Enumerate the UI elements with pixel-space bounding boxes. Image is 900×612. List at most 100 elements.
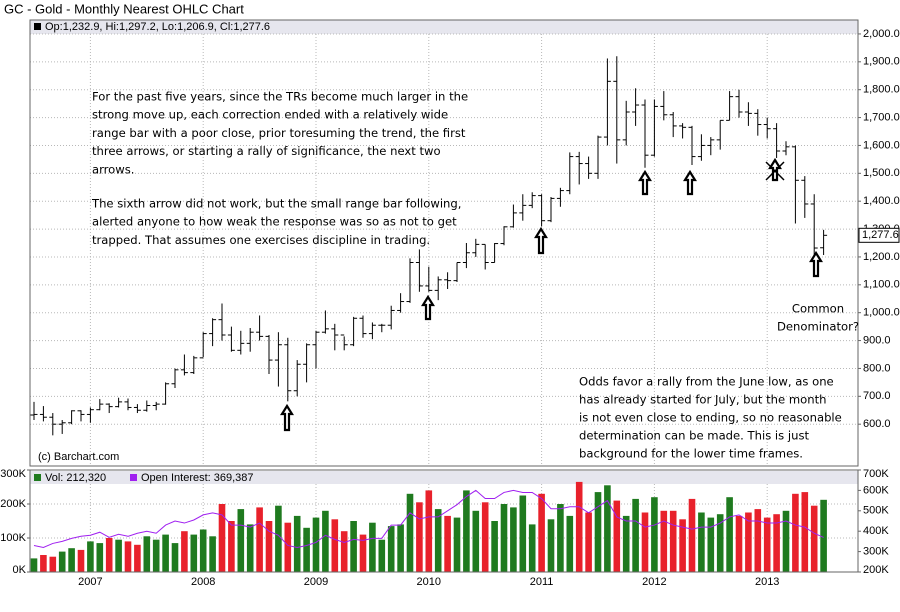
volume-bar xyxy=(246,524,254,572)
annotation: For the past five years, since the TRs b… xyxy=(92,90,468,104)
legend-text: Vol: 212,320 xyxy=(45,472,106,484)
volume-bar xyxy=(105,538,113,572)
volume-bar xyxy=(143,536,151,572)
volume-bar xyxy=(96,543,104,572)
y2-tick-label: 700K xyxy=(863,468,889,480)
volume-bar xyxy=(500,504,508,572)
x-tick-label: 2007 xyxy=(78,576,102,588)
volume-bar xyxy=(40,555,47,572)
volume-bar xyxy=(152,539,160,572)
volume-bar xyxy=(491,521,498,572)
x-tick-label: 2011 xyxy=(530,576,554,588)
last-price-box xyxy=(858,227,900,243)
volume-bar xyxy=(303,527,310,572)
y-tick-label: 1,700.0 xyxy=(863,111,900,123)
y-tick-label: 600.0 xyxy=(863,418,891,430)
volume-bar xyxy=(124,541,132,572)
volume-bar xyxy=(49,556,57,572)
volume-bar xyxy=(745,512,752,572)
annotation: range bar with a poor close, prior tores… xyxy=(92,126,466,140)
chart-title: GC - Gold - Monthly Nearest OHLC Chart xyxy=(4,1,244,16)
x-tick-label: 2012 xyxy=(642,576,666,588)
volume-bar xyxy=(58,551,66,572)
volume-bar xyxy=(726,497,733,572)
volume-bar xyxy=(735,515,743,572)
volume-bar xyxy=(754,509,762,572)
x-tick-label: 2009 xyxy=(304,576,328,588)
volume-bar xyxy=(322,510,329,572)
volume-bar xyxy=(397,524,404,572)
volume-bar xyxy=(369,522,376,572)
annotation: alerted anyone to how weak the response … xyxy=(92,215,457,229)
volume-bar xyxy=(134,544,141,572)
volume-bar xyxy=(669,510,677,572)
annotation: strong move up, each correction ended wi… xyxy=(92,108,448,122)
volume-bar xyxy=(115,539,122,572)
volume-bar xyxy=(773,514,780,572)
volume-bar xyxy=(510,507,517,572)
volume-bar xyxy=(528,524,536,572)
last-price-label: 1,277.6 xyxy=(862,229,899,241)
cross xyxy=(765,161,785,181)
y-tick-label: 1,400.0 xyxy=(863,195,900,207)
y2-tick-label: 600K xyxy=(863,484,889,496)
volume-bar xyxy=(782,510,790,572)
volume-bar xyxy=(575,481,583,572)
volume-bar xyxy=(406,493,414,572)
x-tick-label: 2013 xyxy=(755,576,779,588)
volume-bar xyxy=(87,541,94,572)
annotation: arrows. xyxy=(92,162,134,176)
y-tick-label: 1,200.0 xyxy=(863,251,900,263)
volume-bar xyxy=(557,504,564,572)
volume-bar xyxy=(77,549,85,572)
y-tick-label: 800.0 xyxy=(863,362,891,374)
volume-bar xyxy=(463,490,470,572)
y-tick-label: 1,000.0 xyxy=(863,307,900,319)
volume-bar xyxy=(538,493,545,572)
volume-bar xyxy=(237,509,245,572)
volume-bar xyxy=(331,519,339,572)
open-interest-line xyxy=(33,489,824,549)
y-tick-label: 1,800.0 xyxy=(863,84,900,96)
volume-bar xyxy=(312,517,320,572)
volume-bar xyxy=(256,507,263,572)
volume-bar xyxy=(378,539,386,572)
y-tick-label: 1,500.0 xyxy=(863,167,900,179)
volume-bar xyxy=(651,497,658,572)
volume-bar xyxy=(585,512,592,572)
y-tick-label: 0K xyxy=(13,564,27,576)
volume-bar xyxy=(613,500,621,572)
volume-bar xyxy=(434,509,442,572)
volume-bar xyxy=(688,498,696,572)
volume-bar xyxy=(359,534,367,572)
annotation: background for the lower time frames. xyxy=(579,447,803,461)
volume-frame xyxy=(29,469,859,573)
arrow xyxy=(683,169,697,196)
volume-bar xyxy=(660,510,668,572)
x-tick-label: 2010 xyxy=(417,576,441,588)
annotation: The sixth arrow did not work, but the sm… xyxy=(91,197,461,211)
annotation: trapped. That assumes one exercises disc… xyxy=(92,233,430,247)
arrow xyxy=(638,169,652,196)
volume-bar xyxy=(604,485,611,572)
legend-swatch xyxy=(34,23,41,30)
volume-bar xyxy=(594,492,602,572)
volume-bar xyxy=(801,492,809,572)
volume-bar xyxy=(810,505,818,572)
volume-bar xyxy=(481,502,489,572)
volume-bar xyxy=(641,512,649,572)
y2-tick-label: 500K xyxy=(863,505,889,517)
y-tick-label: 1,600.0 xyxy=(863,139,900,151)
arrow xyxy=(534,226,548,255)
volume-bar xyxy=(30,558,38,572)
volume-bar xyxy=(265,521,273,572)
arrow xyxy=(809,250,823,278)
y-tick-label: 1,100.0 xyxy=(863,279,900,291)
volume-bar xyxy=(340,531,348,572)
y-tick-label: 1,900.0 xyxy=(863,56,900,68)
volume-bar xyxy=(275,505,282,572)
volume-bar xyxy=(622,515,630,572)
volume-bar xyxy=(387,526,395,572)
